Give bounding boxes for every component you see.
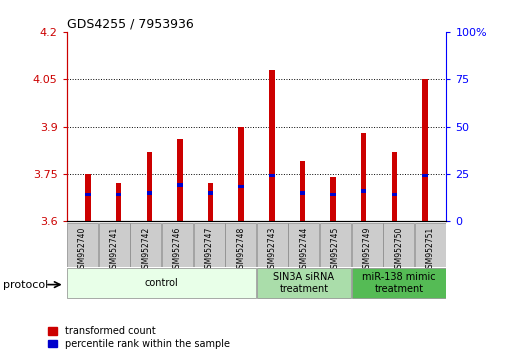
Bar (85, 174, 91, 221)
Bar (67, 268, 256, 298)
Bar (320, 223, 351, 267)
Bar (147, 191, 152, 195)
Bar (422, 79, 428, 221)
Bar (225, 223, 256, 267)
Text: miR-138 mimic
treatment: miR-138 mimic treatment (362, 272, 436, 294)
Text: GSM952745: GSM952745 (331, 227, 340, 273)
Bar (330, 193, 336, 196)
Text: GSM952751: GSM952751 (426, 227, 435, 273)
Bar (208, 183, 213, 221)
Text: GSM952749: GSM952749 (363, 227, 372, 273)
Bar (330, 177, 336, 221)
Text: GSM952743: GSM952743 (268, 227, 277, 273)
Text: GDS4255 / 7953936: GDS4255 / 7953936 (67, 18, 193, 31)
Bar (208, 191, 213, 195)
Bar (116, 183, 122, 221)
Bar (239, 185, 244, 188)
Bar (239, 127, 244, 221)
Text: GSM952747: GSM952747 (205, 227, 213, 273)
Bar (361, 189, 366, 193)
Bar (116, 193, 122, 196)
Bar (288, 223, 320, 267)
Text: GSM952750: GSM952750 (394, 227, 403, 273)
Bar (300, 161, 305, 221)
Bar (162, 223, 193, 267)
Bar (85, 193, 91, 196)
Text: GSM952741: GSM952741 (110, 227, 119, 273)
Bar (193, 223, 225, 267)
Bar (391, 193, 397, 196)
Bar (257, 223, 288, 267)
Bar (177, 139, 183, 221)
Bar (177, 183, 183, 187)
Bar (422, 173, 428, 177)
Bar (130, 223, 161, 267)
Text: protocol: protocol (3, 280, 48, 290)
Bar (269, 173, 274, 177)
Bar (391, 152, 397, 221)
Bar (361, 133, 366, 221)
Bar (257, 268, 351, 298)
Text: GSM952744: GSM952744 (300, 227, 308, 273)
Text: GSM952740: GSM952740 (78, 227, 87, 273)
Text: control: control (145, 278, 179, 288)
Text: GSM952746: GSM952746 (173, 227, 182, 273)
Bar (300, 191, 305, 195)
Bar (98, 223, 130, 267)
Text: GSM952748: GSM952748 (236, 227, 245, 273)
Bar (383, 223, 415, 267)
Bar (415, 223, 446, 267)
Bar (147, 152, 152, 221)
Legend: transformed count, percentile rank within the sample: transformed count, percentile rank withi… (48, 326, 230, 349)
Bar (269, 70, 274, 221)
Text: SIN3A siRNA
treatment: SIN3A siRNA treatment (273, 272, 334, 294)
Text: GSM952742: GSM952742 (141, 227, 150, 273)
Bar (67, 223, 98, 267)
Bar (352, 223, 383, 267)
Bar (352, 268, 446, 298)
